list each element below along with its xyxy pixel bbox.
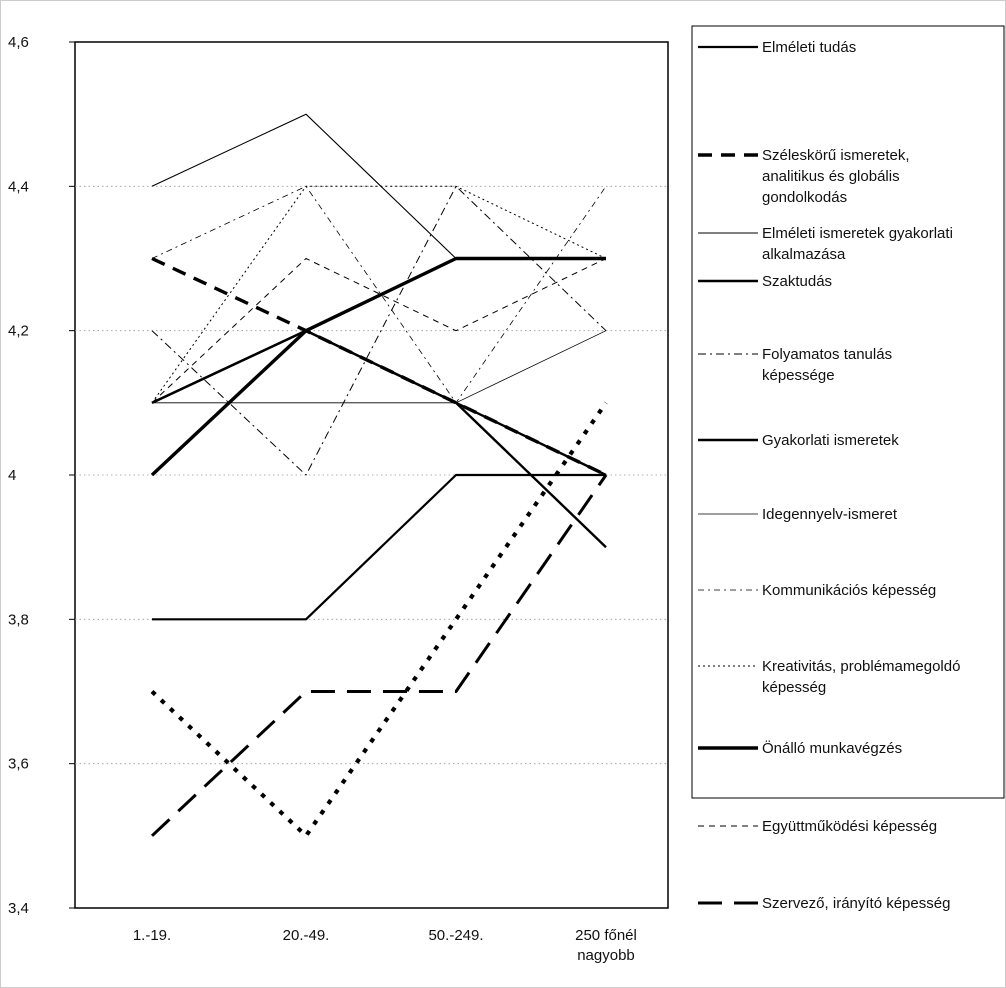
legend-label: Szervező, irányító képesség bbox=[762, 895, 950, 912]
legend-label: Szaktudás bbox=[762, 273, 832, 290]
legend-label: Önálló munkavégzés bbox=[762, 739, 902, 757]
y-tick-label: 4,6 bbox=[8, 34, 29, 51]
y-tick-label: 3,6 bbox=[8, 756, 29, 773]
legend: Elméleti tudás Széleskörű ismeretek, anali… bbox=[698, 39, 960, 912]
y-tick-label: 4,2 bbox=[8, 323, 29, 340]
series-line-6 bbox=[151, 329, 607, 477]
y-tick-label: 3,4 bbox=[8, 900, 29, 917]
legend-label: Széleskörű ismeretek, analitikus és globá… bbox=[762, 147, 910, 206]
legend-box bbox=[691, 25, 1005, 799]
y-tick-label: 4 bbox=[8, 467, 16, 484]
series-line-9 bbox=[151, 185, 607, 404]
legend-label: Elméleti tudás bbox=[762, 39, 856, 56]
legend-label: Gyakorlati ismeretek bbox=[762, 432, 899, 449]
series-line-8 bbox=[151, 185, 607, 404]
x-tick-label: 250 főnél nagyobb bbox=[575, 927, 637, 964]
legend-label: Kommunikációs képesség bbox=[762, 582, 936, 599]
x-tick-label: 50.-249. bbox=[428, 927, 483, 944]
y-axis-ticks: 3,4 3,6 3,8 4 4,2 4,4 4,6 bbox=[8, 34, 75, 917]
y-tick-label: 3,8 bbox=[8, 611, 29, 628]
x-tick-label: 20.-49. bbox=[283, 927, 330, 944]
series-line-10 bbox=[150, 256, 606, 477]
legend-label: Együttműködési képesség bbox=[762, 818, 937, 835]
x-tick-label: 1.-19. bbox=[133, 927, 171, 944]
legend-label: Elméleti ismeretek gyakorlati alkalmazása bbox=[762, 225, 953, 263]
series-line-5 bbox=[151, 185, 607, 476]
series-lines bbox=[150, 113, 608, 838]
legend-label: Folyamatos tanulás képessége bbox=[762, 346, 892, 384]
y-tick-label: 4,4 bbox=[8, 178, 29, 195]
legend-label: Kreativitás, problémamegoldó képesség bbox=[762, 658, 960, 696]
x-axis-ticks: 1.-19. 20.-49. 50.-249. 250 főnél nagyobb bbox=[133, 927, 637, 964]
legend-label: Idegennyelv-ismeret bbox=[762, 506, 898, 523]
